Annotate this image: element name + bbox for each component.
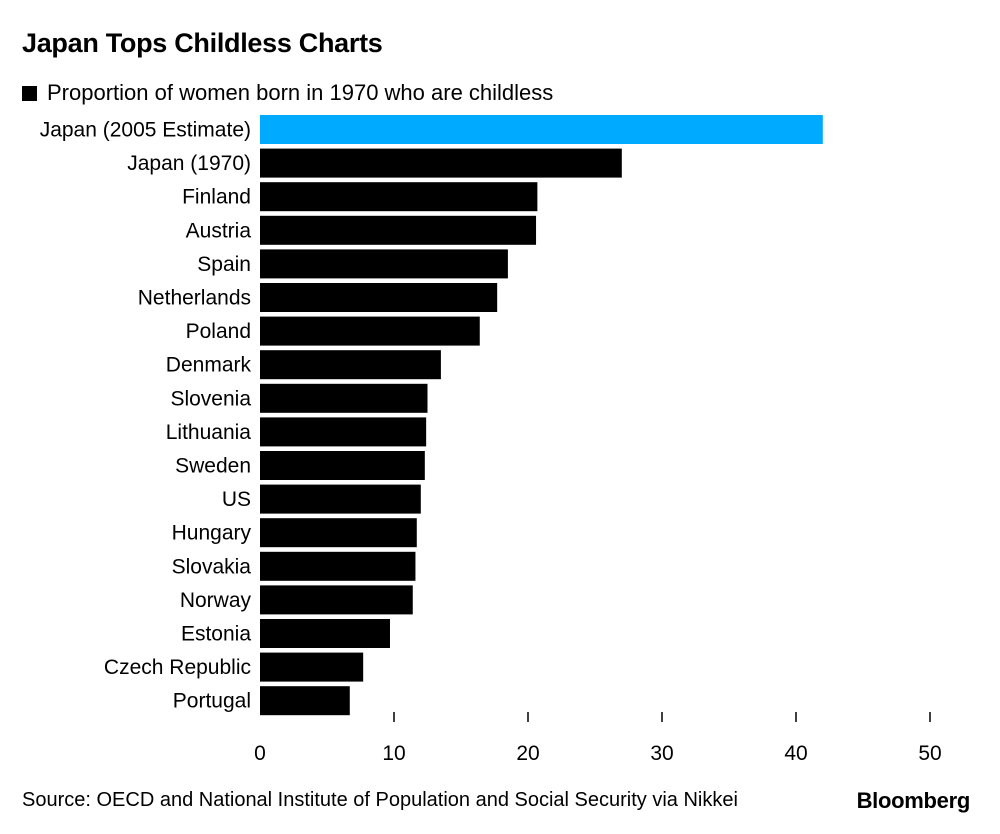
category-label: Finland [182,186,251,209]
bar [260,148,622,178]
bar [260,484,421,514]
bar [260,383,428,413]
category-label: Sweden [175,455,251,478]
category-label: Estonia [181,623,251,646]
category-label: Netherlands [138,287,251,310]
category-label: Japan (1970) [127,152,251,175]
category-label: Japan (2005 Estimate) [40,119,251,142]
chart-title: Japan Tops Childless Charts [22,28,383,58]
source-note: Source: OECD and National Institute of P… [22,789,738,811]
bar [260,451,425,480]
category-label: Denmark [166,354,252,377]
category-label: Poland [186,320,251,343]
bar [260,316,480,346]
category-label: Norway [180,589,252,612]
bar [260,182,538,212]
bar [260,619,390,648]
category-label: Slovakia [172,555,252,578]
bar [260,350,441,380]
bar [260,518,417,548]
bar [260,417,427,447]
category-label: Portugal [173,690,251,713]
bar [260,585,413,615]
bar [260,686,350,716]
x-tick-label: 10 [382,742,405,765]
category-label: Austria [186,219,252,242]
bar [260,215,537,245]
bar [260,652,364,682]
x-tick-label: 0 [254,742,266,765]
category-label: Slovenia [170,387,251,410]
x-tick-label: 40 [784,742,807,765]
legend-swatch [22,85,37,101]
category-label: Hungary [172,522,252,545]
bar [260,249,508,279]
x-tick-label: 20 [516,742,539,765]
bloomberg-logo: Bloomberg [856,788,971,813]
category-label: Lithuania [166,421,252,444]
category-label: Spain [197,253,251,276]
bar [260,283,498,312]
bar [260,115,823,144]
legend-label: Proportion of women born in 1970 who are… [47,80,554,105]
category-label: Czech Republic [104,656,251,679]
legend: Proportion of women born in 1970 who are… [22,80,553,106]
bar [260,551,416,581]
category-label: US [222,488,251,511]
x-tick-label: 50 [918,742,941,765]
x-tick-label: 30 [650,742,673,765]
